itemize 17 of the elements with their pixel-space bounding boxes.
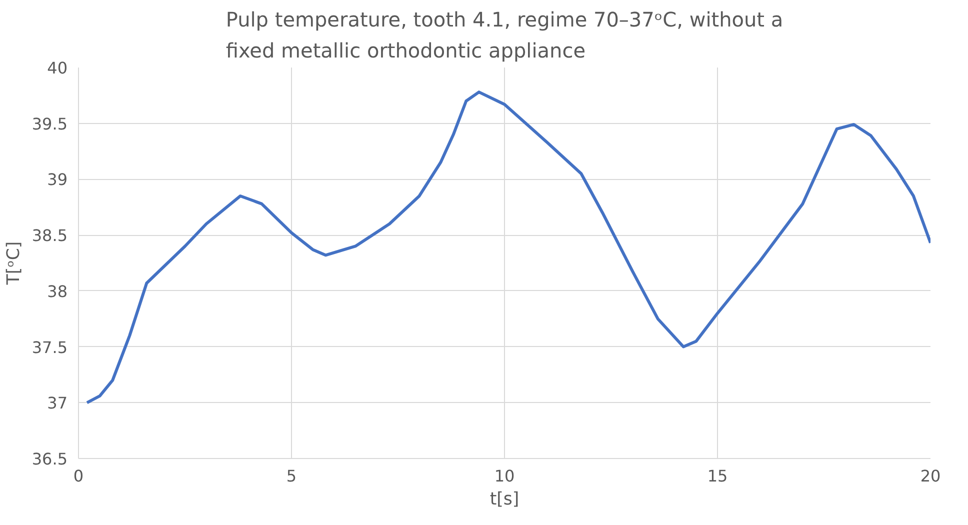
y-tick-label: 38.5 xyxy=(32,226,68,246)
line-series xyxy=(86,90,930,404)
chart-title: Pulp temperature, tooth 4.1, regime 70–37ᵒC, without a fixed metallic orthodontic appliance xyxy=(226,7,784,62)
x-tick-label: 20 xyxy=(920,466,941,486)
y-tick-label: 39 xyxy=(47,170,68,190)
x-axis-title: t[s] xyxy=(490,490,520,510)
y-tick-label: 39.5 xyxy=(32,114,68,134)
y-axis-title: T[ᵒC] xyxy=(4,241,24,286)
y-tick-label: 37 xyxy=(47,394,68,413)
y-tick-label: 36.5 xyxy=(32,450,68,468)
y-tick-label: 38 xyxy=(47,282,68,301)
x-tick-label: 0 xyxy=(73,466,84,486)
x-tick-label: 5 xyxy=(286,466,297,486)
x-tick-label: 10 xyxy=(494,466,515,486)
y-tick-label: 40 xyxy=(47,58,68,78)
y-tick-label: 37.5 xyxy=(32,338,68,357)
x-tick-label: 15 xyxy=(707,466,728,486)
